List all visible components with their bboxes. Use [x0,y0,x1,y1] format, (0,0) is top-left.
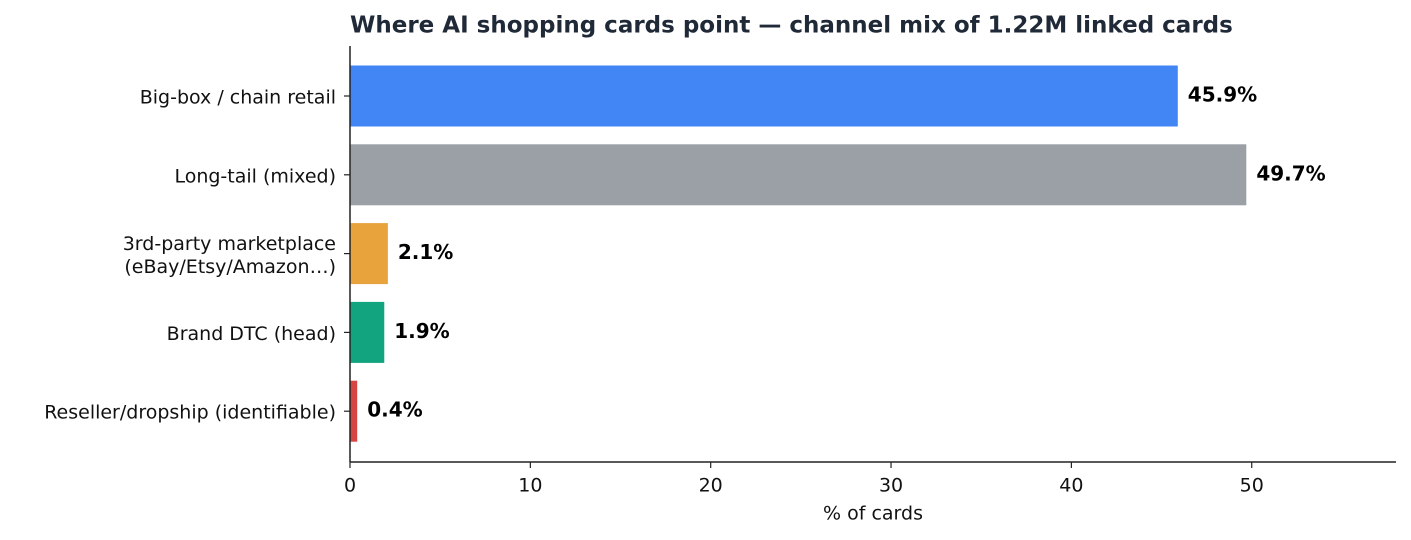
value-label: 1.9% [394,319,449,343]
bar [350,301,385,363]
y-tick-label: Reseller/dropship (identifiable) [44,402,336,424]
x-tick-label: 10 [518,475,542,497]
bar [350,144,1247,206]
x-axis-label: % of cards [823,503,923,525]
x-tick-label: 20 [699,475,723,497]
y-tick-label: Big-box / chain retail [140,87,336,109]
y-tick-label: Long-tail (mixed) [174,165,336,187]
value-label: 2.1% [398,240,453,264]
x-tick-label: 50 [1240,475,1264,497]
y-tick-label: 3rd-party marketplace (eBay/Etsy/Amazon…) [123,233,336,278]
value-label: 45.9% [1188,83,1257,107]
value-label: 49.7% [1256,161,1325,185]
y-tick-label: Brand DTC (head) [167,323,336,345]
x-tick-label: 0 [344,475,356,497]
bar [350,380,358,442]
x-tick-label: 30 [879,475,903,497]
x-tick-label: 40 [1059,475,1083,497]
chart-title: Where AI shopping cards point — channel … [350,13,1233,39]
value-label: 0.4% [367,398,422,422]
bar [350,223,388,285]
bar [350,65,1178,127]
